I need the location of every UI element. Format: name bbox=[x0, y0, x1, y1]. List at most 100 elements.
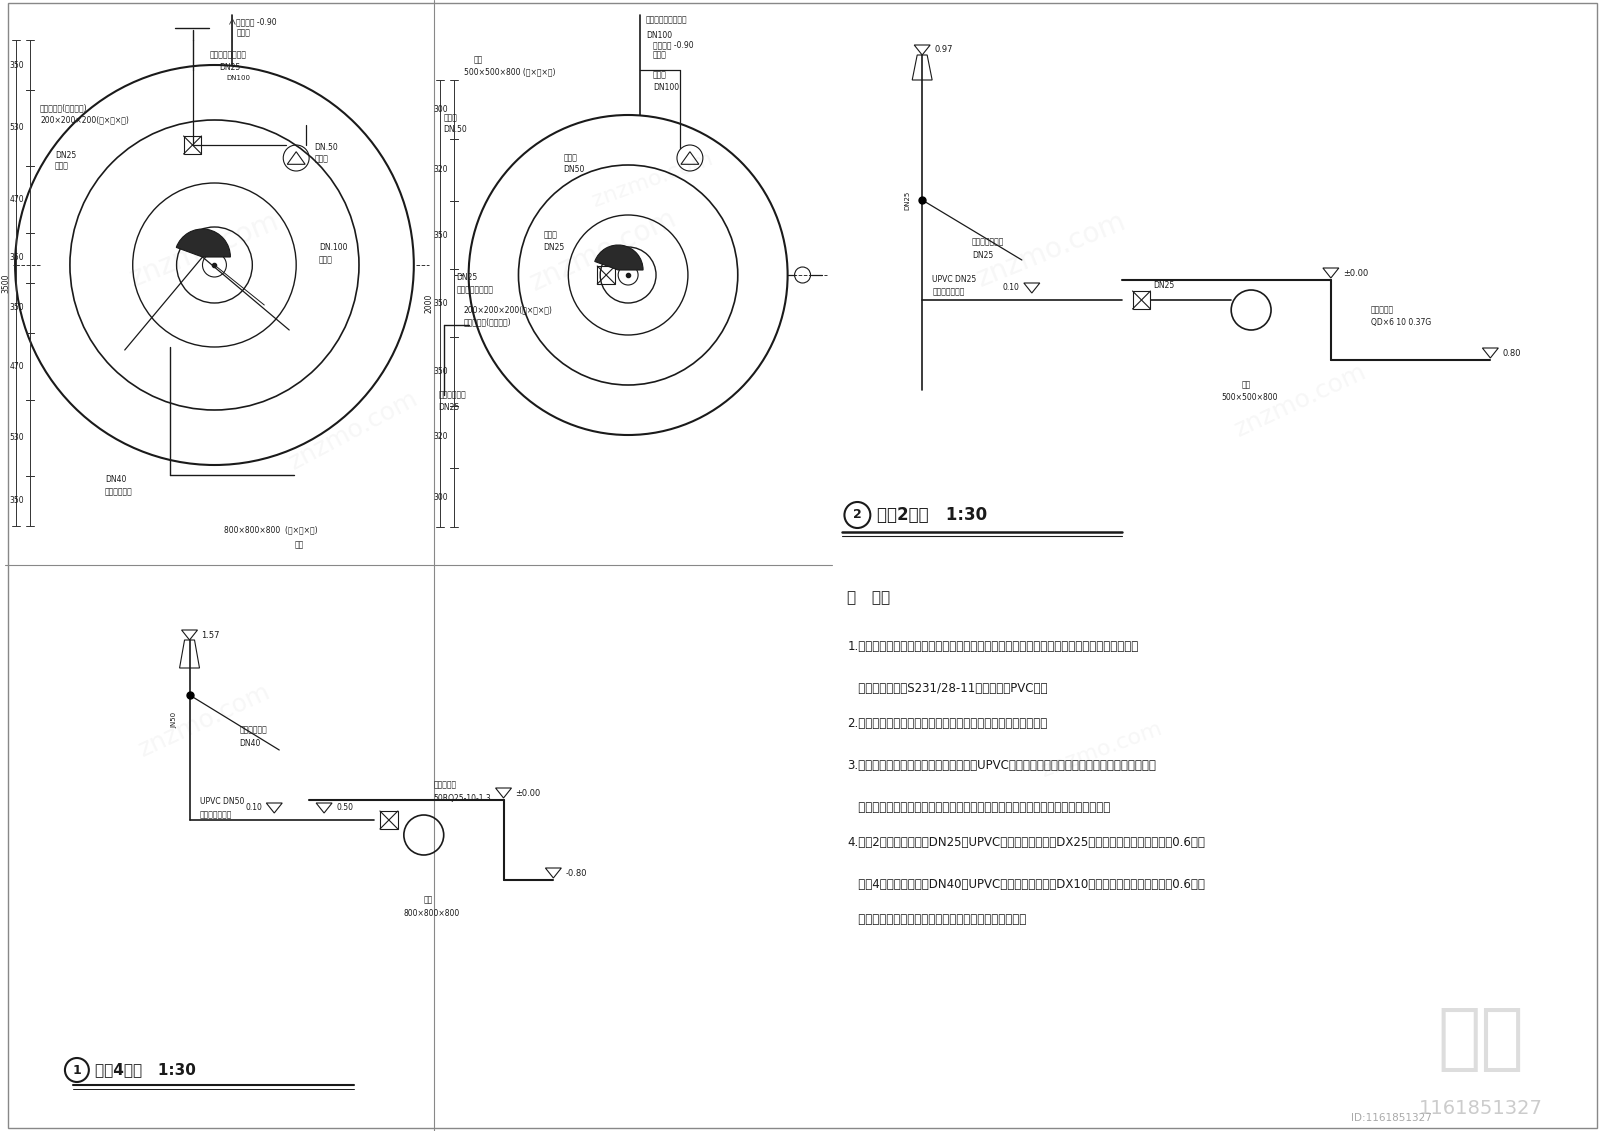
Text: 300: 300 bbox=[434, 493, 448, 502]
Bar bbox=[184, 136, 202, 154]
Polygon shape bbox=[1323, 268, 1339, 278]
Text: DN.50: DN.50 bbox=[443, 126, 467, 135]
Text: 泵坑: 泵坑 bbox=[294, 541, 304, 550]
Bar bbox=[597, 266, 614, 284]
Text: 井盖顶高 -0.90: 井盖顶高 -0.90 bbox=[237, 17, 277, 26]
Text: 4.水景2成品雕塑内预埋DN25的UPVC管，顶部喂头采用DX25普通涌泉喂头，喂水高度剠0.6米，: 4.水景2成品雕塑内预埋DN25的UPVC管，顶部喂头采用DX25普通涌泉喂头，… bbox=[848, 836, 1205, 849]
Text: 350: 350 bbox=[10, 303, 24, 312]
Text: 计性能选型，水泵出水管采用法兰接口，水口加装滤网。泵坑加不锈锃隔离盖板。: 计性能选型，水泵出水管采用法兰接口，水口加装滤网。泵坑加不锈锃隔离盖板。 bbox=[848, 801, 1110, 814]
Text: 3.喂泉系统主干管由结构预埋，管材采用UPVC给水管，钸钓零件，配用具体水泵由甲方根据设: 3.喂泉系统主干管由结构预埋，管材采用UPVC给水管，钸钓零件，配用具体水泵由甲… bbox=[848, 759, 1157, 772]
Text: 0.10: 0.10 bbox=[1003, 284, 1019, 293]
Text: 成品雕塑内预埋: 成品雕塑内预埋 bbox=[933, 287, 965, 296]
Text: DN100: DN100 bbox=[653, 83, 678, 92]
Text: 3500: 3500 bbox=[2, 273, 10, 293]
Text: 普通涌泉喷头: 普通涌泉喷头 bbox=[106, 487, 133, 497]
Text: 井底标高 -0.90: 井底标高 -0.90 bbox=[653, 41, 694, 50]
Text: DN25: DN25 bbox=[456, 274, 478, 283]
Text: 水景2详图   1:30: 水景2详图 1:30 bbox=[877, 506, 987, 524]
Text: 泄水井: 泄水井 bbox=[237, 28, 250, 37]
Polygon shape bbox=[914, 45, 930, 55]
Text: 给水阀门井(别墅分制): 给水阀门井(别墅分制) bbox=[40, 104, 88, 112]
Text: 320: 320 bbox=[434, 432, 448, 441]
Text: 2000: 2000 bbox=[424, 294, 434, 313]
Text: 说   明：: 说 明： bbox=[848, 590, 891, 605]
Text: DN.50: DN.50 bbox=[314, 144, 338, 153]
Text: DN100: DN100 bbox=[227, 75, 251, 81]
Text: 岩石纹喷泉喷头: 岩石纹喷泉喷头 bbox=[973, 238, 1005, 247]
Text: 0.97: 0.97 bbox=[934, 45, 952, 54]
Text: znzmo.com: znzmo.com bbox=[134, 679, 274, 761]
Text: 普高涌泉喷头: 普高涌泉喷头 bbox=[240, 725, 267, 734]
Text: 300: 300 bbox=[434, 105, 448, 114]
Text: 泵坑: 泵坑 bbox=[1242, 380, 1251, 389]
Text: 国标室外检查井S231/28-11。排水采用PVC管。: 国标室外检查井S231/28-11。排水采用PVC管。 bbox=[848, 682, 1048, 696]
Text: DN.100: DN.100 bbox=[318, 243, 347, 252]
Text: 50RQ25-10-1.3: 50RQ25-10-1.3 bbox=[434, 794, 491, 803]
Text: ±0.00: ±0.00 bbox=[1342, 268, 1368, 277]
Text: 普通涌泉喷头: 普通涌泉喷头 bbox=[438, 390, 467, 399]
Text: 补水口: 补水口 bbox=[54, 162, 69, 171]
Text: 泵坑: 泵坑 bbox=[474, 55, 483, 64]
Text: UPVC DN25: UPVC DN25 bbox=[933, 276, 976, 285]
Text: ID:1161851327: ID:1161851327 bbox=[1350, 1113, 1432, 1123]
Text: 800×800×800  (长×宽×深): 800×800×800 (长×宽×深) bbox=[224, 526, 318, 535]
Text: 接自小区给水管网: 接自小区给水管网 bbox=[456, 285, 494, 294]
Text: ±0.00: ±0.00 bbox=[515, 788, 541, 797]
Text: 1.57: 1.57 bbox=[202, 630, 219, 639]
Text: 1161851327: 1161851327 bbox=[1419, 1098, 1542, 1117]
Text: 泄水阀: 泄水阀 bbox=[443, 113, 458, 122]
Text: DN25: DN25 bbox=[1154, 282, 1174, 291]
Text: DN25: DN25 bbox=[973, 250, 994, 259]
Text: 两水景喂头前加调节阀，由施工方现场调节喂水高度。: 两水景喂头前加调节阀，由施工方现场调节喂水高度。 bbox=[848, 913, 1027, 926]
Polygon shape bbox=[1482, 348, 1498, 359]
Text: 补水口: 补水口 bbox=[544, 231, 557, 240]
Text: znzmo.com: znzmo.com bbox=[590, 149, 717, 211]
Text: 350: 350 bbox=[434, 299, 448, 308]
Text: DN25: DN25 bbox=[544, 242, 565, 251]
Text: 知末: 知末 bbox=[1437, 1005, 1523, 1074]
Text: 泄水板: 泄水板 bbox=[314, 155, 328, 164]
Text: 350: 350 bbox=[434, 368, 448, 375]
Text: znzmo.com: znzmo.com bbox=[1038, 719, 1165, 782]
Text: 水景4详图   1:30: 水景4详图 1:30 bbox=[94, 1062, 195, 1078]
Text: 就近接入室外雨水井: 就近接入室外雨水井 bbox=[646, 16, 688, 25]
Polygon shape bbox=[317, 803, 333, 813]
Text: DN25: DN25 bbox=[54, 150, 77, 159]
Text: -0.80: -0.80 bbox=[565, 869, 587, 878]
Wedge shape bbox=[595, 245, 643, 270]
Text: 1: 1 bbox=[72, 1063, 82, 1077]
Polygon shape bbox=[181, 630, 197, 640]
Polygon shape bbox=[266, 803, 282, 813]
Text: 350: 350 bbox=[10, 497, 24, 506]
Text: DN40: DN40 bbox=[240, 739, 261, 748]
Text: 给水阀门井(别墅分制): 给水阀门井(别墅分制) bbox=[464, 318, 512, 327]
Text: 小型潜水泵: 小型潜水泵 bbox=[434, 780, 458, 789]
Text: DN25: DN25 bbox=[438, 403, 459, 412]
Text: 800×800×800: 800×800×800 bbox=[403, 908, 461, 917]
Text: 溢流管: 溢流管 bbox=[653, 70, 667, 79]
Text: 0.50: 0.50 bbox=[336, 803, 354, 812]
Text: 泄水井: 泄水井 bbox=[653, 51, 667, 60]
Text: DN25: DN25 bbox=[904, 190, 910, 209]
Text: 溢流管: 溢流管 bbox=[318, 256, 333, 265]
Text: 350: 350 bbox=[10, 60, 24, 69]
Text: 320: 320 bbox=[434, 165, 448, 174]
Text: 成品雕塑内预埋: 成品雕塑内预埋 bbox=[200, 811, 232, 820]
Text: znzmo.com: znzmo.com bbox=[126, 207, 283, 293]
Text: JN50: JN50 bbox=[171, 711, 178, 728]
Text: 530: 530 bbox=[10, 123, 24, 132]
Text: 2: 2 bbox=[853, 509, 862, 521]
Text: 泵坑: 泵坑 bbox=[424, 896, 434, 905]
Text: 200×200×200(长×宽×高): 200×200×200(长×宽×高) bbox=[40, 115, 130, 124]
Text: 2.水池设外补水阀，不定期补水，水源接自小区室外给水管网。: 2.水池设外补水阀，不定期补水，水源接自小区室外给水管网。 bbox=[848, 717, 1048, 729]
Text: UPVC DN50: UPVC DN50 bbox=[200, 797, 243, 806]
Text: 0.10: 0.10 bbox=[245, 803, 262, 812]
Bar bbox=[379, 811, 398, 829]
Text: znzmo.com: znzmo.com bbox=[285, 386, 422, 474]
Text: QD×6 10 0.37G: QD×6 10 0.37G bbox=[1371, 319, 1430, 328]
Wedge shape bbox=[176, 228, 230, 257]
Polygon shape bbox=[546, 867, 562, 878]
Text: 350: 350 bbox=[10, 253, 24, 262]
Polygon shape bbox=[496, 788, 512, 798]
Text: DN25: DN25 bbox=[219, 62, 240, 71]
